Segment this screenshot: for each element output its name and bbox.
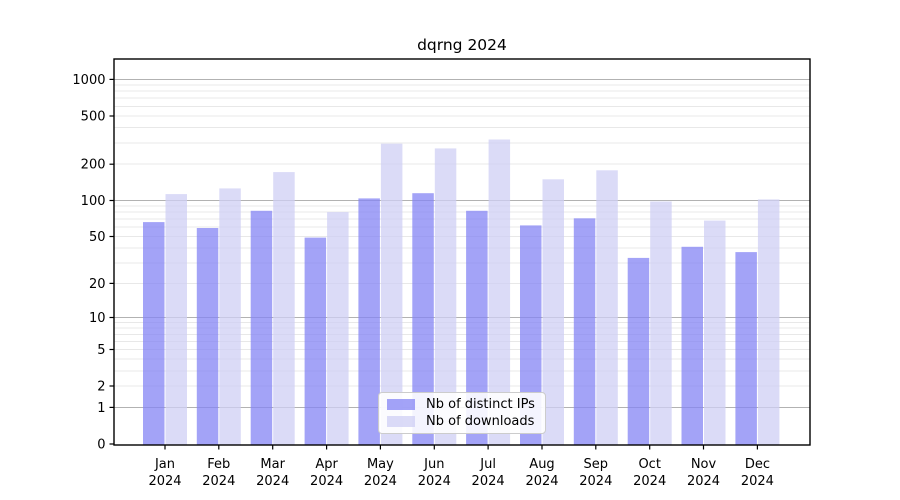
x-tick-label: Feb 2024 (202, 457, 235, 489)
x-tick-month: Jan (154, 457, 175, 472)
y-tick-label: 2 (97, 380, 105, 395)
x-tick-year: 2024 (202, 474, 235, 489)
x-tick-month: Sep (584, 457, 609, 472)
x-tick-month: Oct (638, 457, 660, 472)
y-tick-label: 1 (97, 401, 105, 416)
bar (304, 237, 327, 445)
bar (250, 210, 273, 445)
bar (627, 257, 650, 445)
x-tick-year: 2024 (364, 474, 397, 489)
bar (434, 148, 457, 445)
x-tick-year: 2024 (472, 474, 505, 489)
x-tick-label: Aug 2024 (525, 457, 558, 489)
y-tick-label: 0 (97, 438, 105, 453)
x-tick-label: Jun 2024 (418, 457, 451, 489)
bar (466, 210, 488, 445)
bar (219, 188, 241, 445)
x-tick-month: Jul (479, 457, 496, 472)
legend-item-downloads: Nb of downloads (387, 414, 537, 429)
x-tick-month: Mar (260, 457, 285, 472)
bar (143, 222, 165, 445)
y-tick-label: 10 (89, 311, 106, 326)
x-tick-month: Feb (207, 457, 230, 472)
x-tick-label: Apr 2024 (310, 457, 343, 489)
x-tick-year: 2024 (687, 474, 720, 489)
legend-item-distinct-ips: Nb of distinct IPs (387, 397, 537, 412)
x-tick-label: Dec 2024 (741, 457, 774, 489)
bar (757, 199, 780, 445)
x-tick-label: Nov 2024 (687, 457, 720, 489)
bar (681, 246, 703, 445)
legend: Nb of distinct IPs Nb of downloads (378, 392, 546, 434)
bar (650, 201, 672, 445)
x-tick-label: Oct 2024 (633, 457, 666, 489)
x-tick-label: Sep 2024 (579, 457, 612, 489)
bar (358, 198, 380, 445)
bar (412, 193, 434, 445)
bar (327, 212, 349, 445)
x-tick-month: May (367, 457, 394, 472)
y-tick-label: 1000 (72, 73, 105, 88)
legend-label-downloads: Nb of downloads (426, 413, 535, 429)
x-tick-month: Aug (529, 457, 554, 472)
x-tick-label: Mar 2024 (256, 457, 289, 489)
bar (273, 172, 295, 445)
x-tick-month: Dec (745, 457, 770, 472)
bar (196, 228, 219, 445)
legend-swatch-downloads (387, 415, 415, 427)
x-tick-year: 2024 (633, 474, 666, 489)
bar (380, 143, 403, 445)
bars-downloads (165, 139, 780, 446)
bar (596, 170, 618, 446)
x-tick-year: 2024 (148, 474, 181, 489)
x-tick-year: 2024 (741, 474, 774, 489)
y-tick-label: 500 (81, 110, 106, 125)
bar (735, 252, 757, 445)
bar (488, 139, 511, 445)
x-tick-year: 2024 (256, 474, 289, 489)
chart-title: dqrng 2024 (417, 36, 507, 54)
x-tick-year: 2024 (579, 474, 612, 489)
y-tick-label: 100 (81, 194, 106, 209)
y-tick-label: 20 (89, 277, 106, 292)
x-tick-label: Jul 2024 (472, 457, 505, 489)
bar (520, 225, 542, 445)
x-tick-month: Nov (691, 457, 717, 472)
x-tick-year: 2024 (310, 474, 343, 489)
bar (573, 218, 596, 445)
x-axis: Jan 2024 Feb 2024 Mar 2024 Apr 2024 May 2024 Jun 20… (148, 445, 774, 489)
x-tick-month: Apr (315, 457, 338, 472)
bar (704, 220, 726, 445)
y-tick-label: 200 (81, 158, 106, 173)
y-tick-label: 5 (97, 343, 105, 358)
bar (542, 179, 564, 446)
x-tick-label: May 2024 (364, 457, 397, 489)
y-tick-label: 50 (89, 230, 106, 245)
axes-spine (113, 58, 811, 446)
bars-distinct-ips (143, 193, 757, 445)
x-tick-year: 2024 (525, 474, 558, 489)
x-tick-label: Jan 2024 (148, 457, 181, 489)
legend-label-distinct-ips: Nb of distinct IPs (426, 397, 535, 413)
bar (165, 194, 187, 445)
x-tick-month: Jun (423, 457, 444, 472)
x-tick-year: 2024 (418, 474, 451, 489)
legend-swatch-distinct-ips (387, 399, 415, 411)
